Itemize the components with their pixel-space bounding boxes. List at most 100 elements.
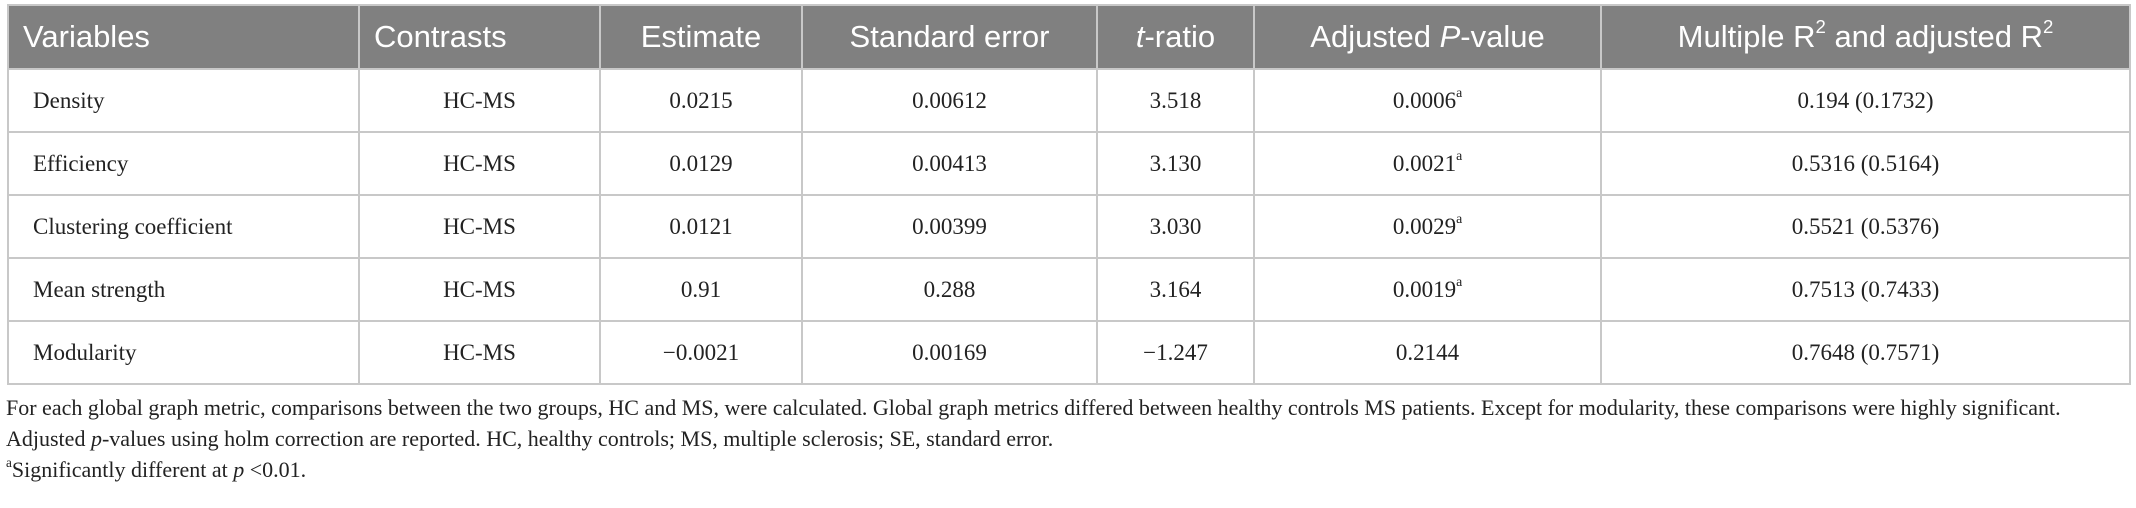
header-text: t [1135,19,1145,54]
cell-text: HC-MS [443,276,516,302]
cell-text: 0.0215 [669,87,733,113]
table-cell: 0.0215 [599,68,803,133]
cell-text: 3.130 [1149,150,1202,176]
footnote-text: Significantly different at [11,457,234,482]
table-cell: 3.130 [1096,131,1255,196]
table-row: Modularity HC-MS −0.0021 0.00169 −1.247 0.214… [7,320,2131,385]
header-text: Estimate [640,19,762,54]
header-cell: Adjusted P-value [1253,4,1602,70]
header-text: 2 [1815,15,1826,37]
cell-text: 3.164 [1149,276,1202,302]
cell-text: −0.0021 [662,339,740,365]
cell-text: HC-MS [443,87,516,113]
table-row: Efficiency HC-MS 0.0129 0.00413 3.130 0.0021a… [7,131,2131,196]
table-cell: 0.5316 (0.5164) [1600,131,2131,196]
footnote-mark: a [1456,273,1463,289]
table-cell: 0.7648 (0.7571) [1600,320,2131,385]
table-cell: 0.00413 [801,131,1098,196]
footnote-text: a [6,454,12,470]
table-cell: HC-MS [358,68,601,133]
table-cell: 0.2144 [1253,320,1602,385]
table-cell: 0.91 [599,257,803,322]
cell-text: HC-MS [443,213,516,239]
results-table: Variables Contrasts Estimate Standard er… [7,4,2131,385]
table-cell: 3.164 [1096,257,1255,322]
header-text: Multiple R [1677,19,1816,54]
cell-text: 0.288 [923,276,976,302]
table-cell: 0.194 (0.1732) [1600,68,2131,133]
table-cell: 0.00399 [801,194,1098,259]
header-text: 2 [2042,15,2054,37]
table-cell: HC-MS [358,131,601,196]
cell-text: 0.7648 (0.7571) [1791,339,1940,365]
table-cell: HC-MS [358,194,601,259]
footnotes: For each global graph metric, comparison… [6,392,2126,485]
cell-text: 0.0121 [669,213,733,239]
cell-text: HC-MS [443,150,516,176]
cell-text: 0.91 [680,276,722,302]
table-cell: 0.0019a [1253,257,1602,322]
cell-text: 0.00169 [912,339,987,365]
table-cell: 0.288 [801,257,1098,322]
cell-text: −1.247 [1143,339,1208,365]
footnote-text: p [90,426,102,451]
header-text: P [1439,19,1461,54]
table-cell: HC-MS [358,257,601,322]
cell-text: 0.194 (0.1732) [1797,87,1934,113]
table-cell: Mean strength [7,257,360,322]
cell-text: 3.518 [1149,87,1202,113]
table-cell: Density [7,68,360,133]
table-cell: 0.0129 [599,131,803,196]
header-cell: Multiple R2 and adjusted R2 [1600,4,2131,70]
footnote: aSignificantly different at p <0.01. [6,454,2126,485]
cell-text: 3.030 [1149,213,1202,239]
cell-text: 0.0129 [669,150,733,176]
table-cell: 3.518 [1096,68,1255,133]
header-text: -ratio [1144,19,1216,54]
table-cell: Modularity [7,320,360,385]
table-cell: 0.0029a [1253,194,1602,259]
header-text: Standard error [849,19,1050,54]
footnote-mark: a [1456,147,1463,163]
table-cell: 3.030 [1096,194,1255,259]
cell-text: 0.00612 [912,87,987,113]
table-cell: 0.0006a [1253,68,1602,133]
table-cell: −1.247 [1096,320,1255,385]
table-cell: 0.7513 (0.7433) [1600,257,2131,322]
cell-text: Density [33,87,105,113]
header-text: Variables [23,19,150,54]
table-cell: 0.00169 [801,320,1098,385]
cell-text: 0.00413 [912,150,987,176]
cell-text: 0.0006 [1392,87,1457,113]
header-row: Variables Contrasts Estimate Standard er… [7,4,2131,70]
footnote-mark: a [1456,210,1463,226]
table-cell: −0.0021 [599,320,803,385]
table-cell: Clustering coefficient [7,194,360,259]
table-cell: 0.5521 (0.5376) [1600,194,2131,259]
table-cell: Efficiency [7,131,360,196]
header-cell: t-ratio [1096,4,1255,70]
header-text: and adjusted R [1825,19,2043,54]
table-cell: 0.0021a [1253,131,1602,196]
table-cell: 0.00612 [801,68,1098,133]
cell-text: Modularity [33,339,137,365]
table-cell: 0.0121 [599,194,803,259]
footnote: For each global graph metric, comparison… [6,392,2126,454]
footnote-text: -values using holm correction are report… [101,426,1054,451]
cell-text: 0.7513 (0.7433) [1791,276,1940,302]
table-row: Mean strength HC-MS 0.91 0.288 3.164 0.0019a 0… [7,257,2131,322]
cell-text: Mean strength [33,276,166,302]
cell-text: 0.0021 [1392,150,1457,176]
footnote-text: <0.01. [244,457,307,482]
footnote-text: p [233,457,245,482]
table-row: Clustering coefficient HC-MS 0.0121 0.00399… [7,194,2131,259]
header-text: Adjusted [1310,19,1440,54]
cell-text: 0.00399 [912,213,987,239]
header-cell: Estimate [599,4,803,70]
cell-text: Clustering coefficient [33,213,233,239]
cell-text: 0.2144 [1395,339,1460,365]
footnote-mark: a [1456,84,1463,100]
table-body: Density HC-MS 0.0215 0.00612 3.518 0.0006a 0.1… [7,68,2131,385]
